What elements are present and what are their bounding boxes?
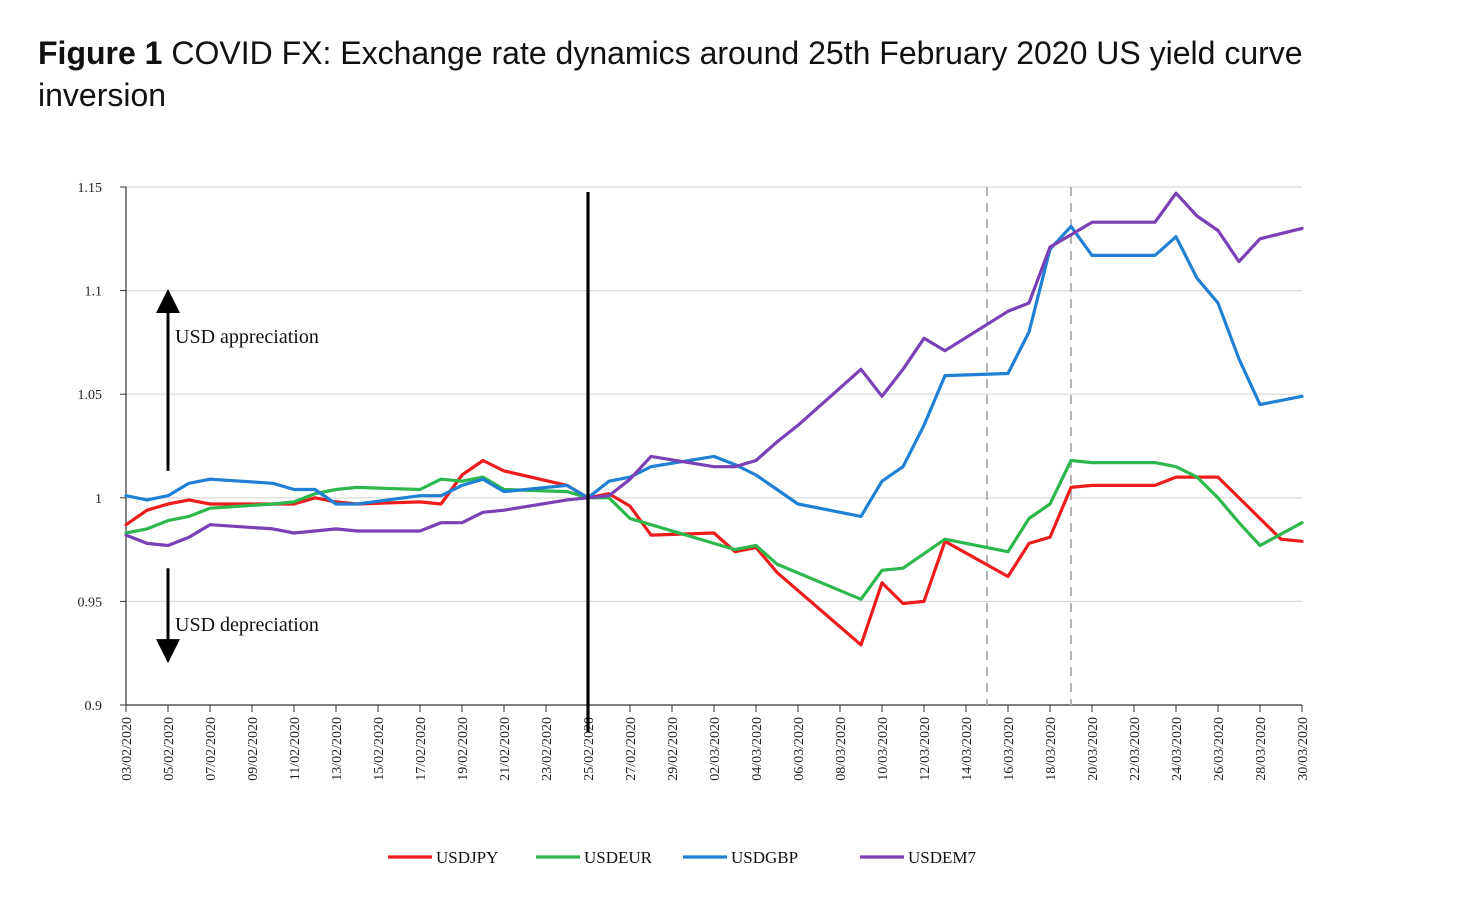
x-tick-label: 26/03/2020 (1212, 717, 1227, 781)
x-tick-label: 20/03/2020 (1086, 717, 1101, 781)
legend-label-usdgbp: USDGBP (731, 848, 798, 867)
annotation-usd-depreciation: USD depreciation (175, 614, 319, 636)
series-line-usdeur (124, 458, 1304, 601)
figure-label: Figure 1 (38, 35, 163, 71)
legend-label-usdeur: USDEUR (584, 848, 653, 867)
x-tick-label: 15/02/2020 (372, 717, 387, 781)
x-tick-label: 08/03/2020 (834, 717, 849, 781)
x-tick-label: 30/03/2020 (1296, 717, 1311, 781)
x-tick-label: 17/02/2020 (414, 717, 429, 781)
y-tick-label: 1.1 (85, 285, 103, 300)
y-tick-label: 1.05 (78, 388, 103, 403)
x-tick-label: 24/03/2020 (1170, 717, 1185, 781)
series-line-usdgbp (124, 224, 1304, 519)
figure-title: Figure 1 COVID FX: Exchange rate dynamic… (38, 32, 1438, 116)
x-tick-label: 06/03/2020 (792, 717, 807, 781)
figure-caption: COVID FX: Exchange rate dynamics around … (38, 35, 1303, 113)
x-tick-label: 11/02/2020 (288, 717, 303, 780)
x-tick-label: 28/03/2020 (1254, 717, 1269, 781)
y-tick-label: 1.15 (78, 181, 103, 196)
x-tick-label: 23/02/2020 (540, 717, 555, 781)
legend-label-usdem7: USDEM7 (908, 848, 977, 867)
annotation-usd-appreciation: USD appreciation (175, 326, 319, 348)
x-tick-label: 27/02/2020 (624, 717, 639, 781)
x-tick-label: 12/03/2020 (918, 717, 933, 781)
x-tick-label: 14/03/2020 (960, 717, 975, 781)
x-tick-label: 03/02/2020 (120, 717, 135, 781)
legend-label-usdjpy: USDJPY (436, 848, 498, 867)
x-tick-label: 10/03/2020 (876, 717, 891, 781)
x-tick-label: 18/03/2020 (1044, 717, 1059, 781)
x-tick-label: 22/03/2020 (1128, 717, 1143, 781)
x-tick-label: 02/03/2020 (708, 717, 723, 781)
x-tick-label: 29/02/2020 (666, 717, 681, 781)
x-tick-label: 04/03/2020 (750, 717, 765, 781)
x-tick-label: 13/02/2020 (330, 717, 345, 781)
x-tick-label: 16/03/2020 (1002, 717, 1017, 781)
x-tick-label: 19/02/2020 (456, 717, 471, 781)
x-tick-label: 05/02/2020 (162, 717, 177, 781)
x-tick-label: 21/02/2020 (498, 717, 513, 781)
x-tick-label: 25/02/2020 (582, 717, 597, 781)
x-tick-label: 09/02/2020 (246, 717, 261, 781)
y-tick-label: 1 (95, 492, 102, 507)
y-tick-label: 0.9 (85, 699, 103, 714)
x-tick-label: 07/02/2020 (204, 717, 219, 781)
y-tick-label: 0.95 (78, 595, 103, 610)
series-line-usdem7 (124, 191, 1304, 548)
